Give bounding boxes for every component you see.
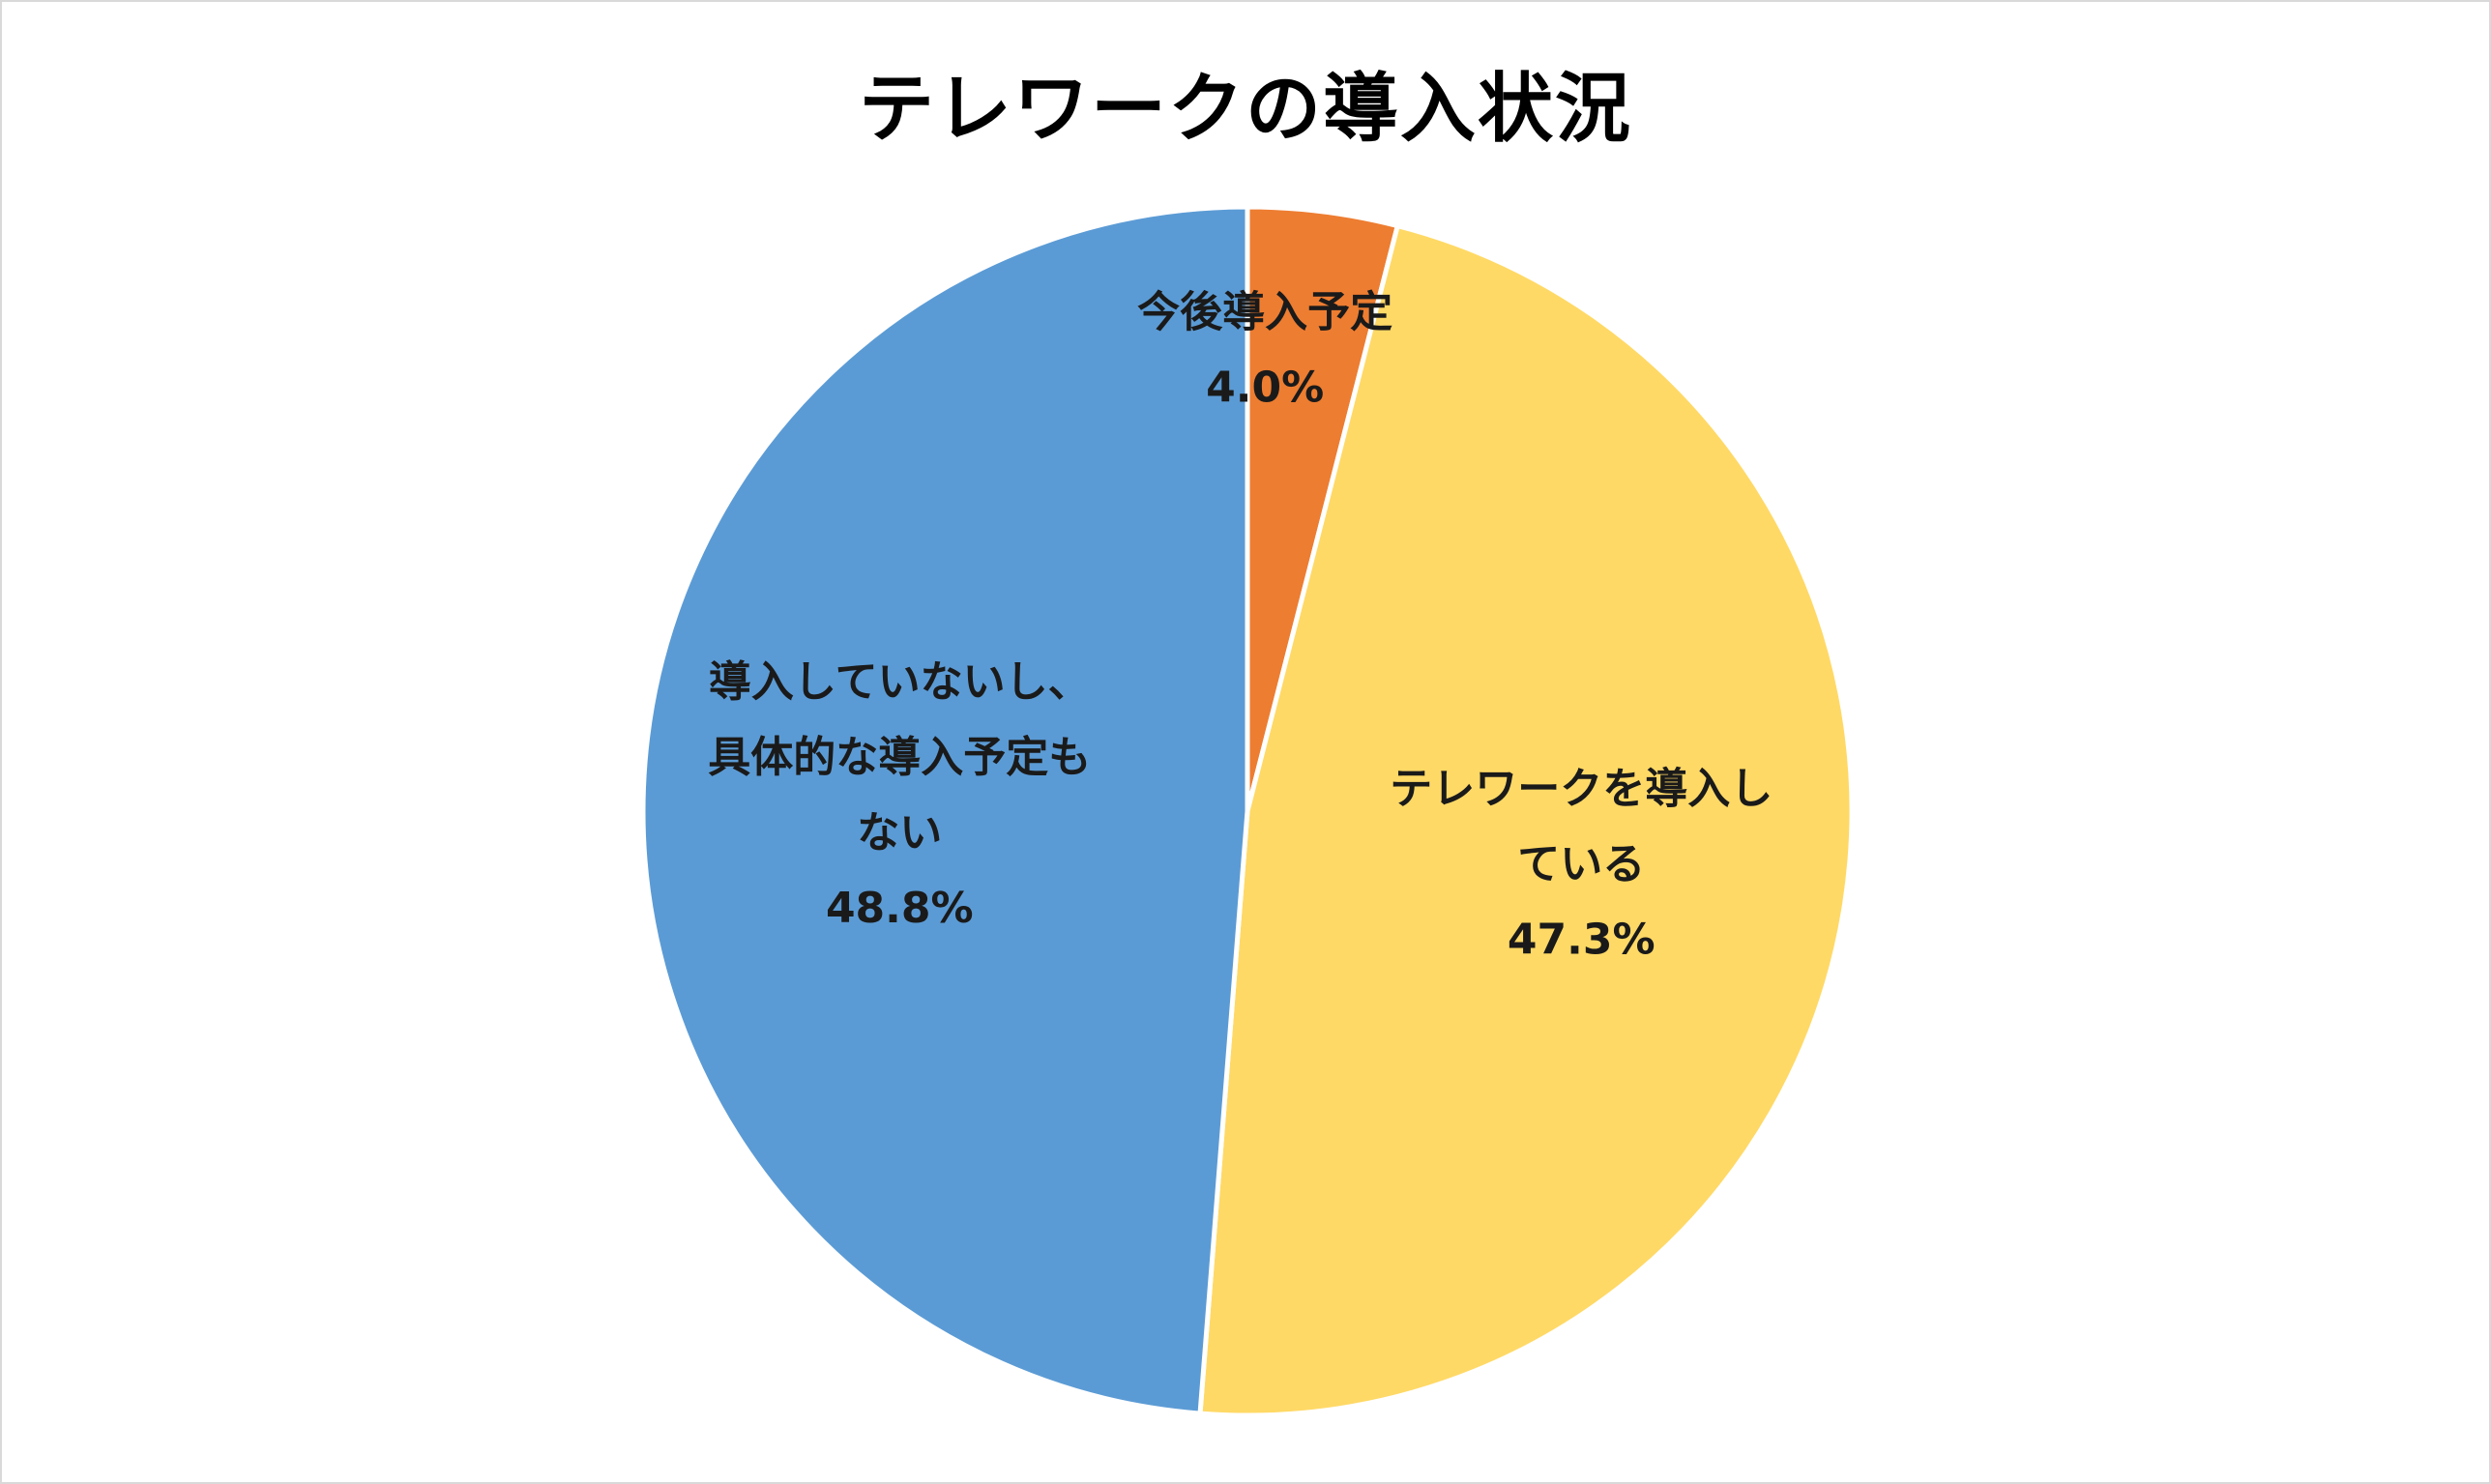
data-label-text: 具体的な導入予定も xyxy=(708,733,1091,782)
data-label-text: 今後導入予定 xyxy=(1137,287,1392,336)
pie-slices xyxy=(640,204,1855,1418)
data-label-text: テレワークを導入し xyxy=(1390,764,1773,813)
pie-labels: 今後導入予定 4.0% テレワークを導入している 47.3% 導入していないし、具体的な… xyxy=(708,287,1773,964)
data-label-value: 48.8% xyxy=(826,884,974,933)
data-label-2: 導入していないし、具体的な導入予定もない 48.8% xyxy=(708,657,1091,933)
data-label-text: ない xyxy=(857,808,942,858)
data-label-value: 4.0% xyxy=(1206,363,1324,412)
pie-slice-1 xyxy=(1197,223,1855,1418)
data-label-1: テレワークを導入している 47.3% xyxy=(1390,764,1773,964)
data-label-0: 今後導入予定 4.0% xyxy=(1137,287,1392,412)
chart-title: テレワークの導入状況 xyxy=(858,66,1632,153)
data-label-value: 47.3% xyxy=(1508,915,1656,964)
pie-slice-2 xyxy=(640,204,1250,1416)
data-label-text: 導入していないし、 xyxy=(709,657,1091,707)
data-label-text: ている xyxy=(1517,839,1645,888)
